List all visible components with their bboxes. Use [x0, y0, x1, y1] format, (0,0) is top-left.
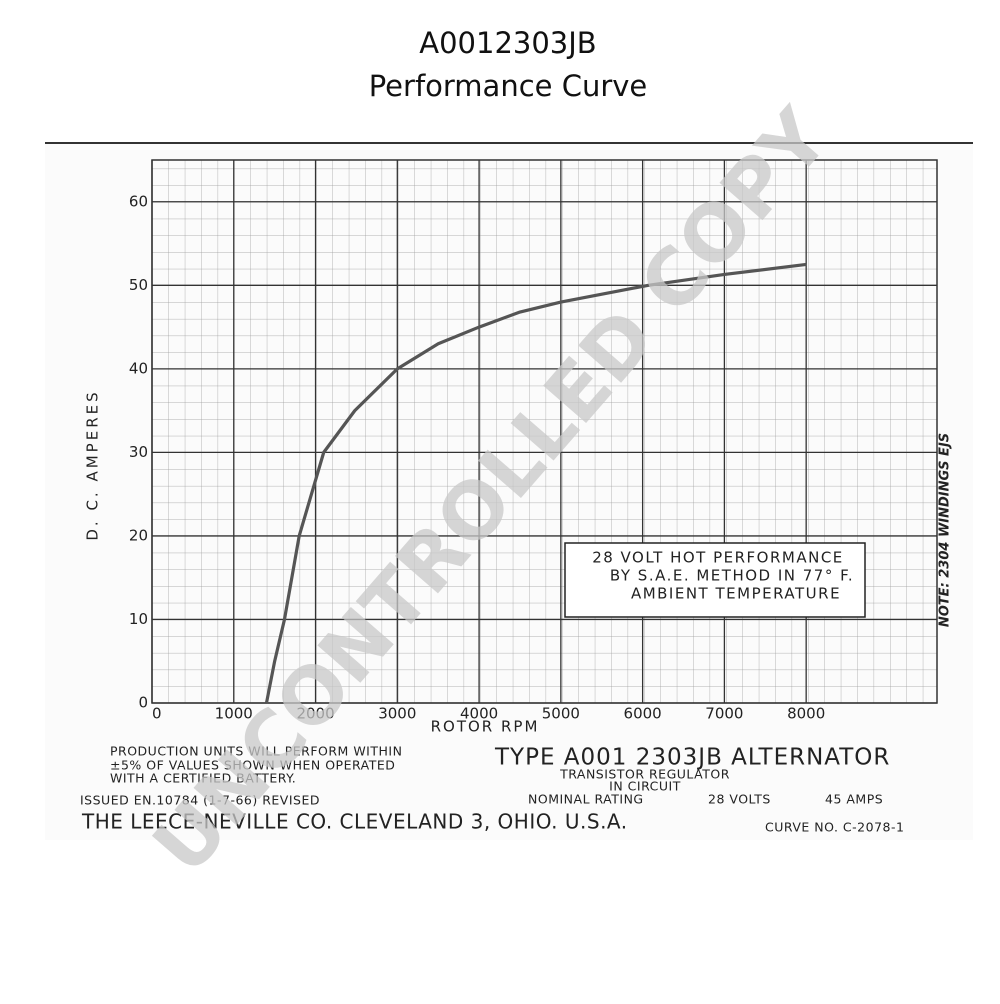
- footer-text: ±5% OF VALUES SHOWN WHEN OPERATED: [110, 758, 395, 773]
- annotation: AMBIENT TEMPERATURE: [631, 585, 841, 603]
- annotation: BY S.A.E. METHOD IN 77° F.: [610, 567, 854, 585]
- footer-text: 45 AMPS: [825, 792, 883, 807]
- y-tick-label: 10: [129, 610, 148, 628]
- x-tick-label: 2000: [296, 705, 334, 723]
- x-tick-label: 4000: [460, 705, 498, 723]
- x-tick-label: 7000: [705, 705, 743, 723]
- y-tick-label: 30: [129, 443, 148, 461]
- curve: [264, 262, 807, 704]
- footer-text: 28 VOLTS: [708, 792, 771, 807]
- subtitle: Performance Curve: [369, 69, 648, 103]
- annotation-box: [564, 542, 866, 618]
- type-line: TYPE A001 2303JB ALTERNATOR: [494, 745, 890, 771]
- footer-text: ISSUED EN.10784 (1-7-66) REVISED: [80, 793, 320, 808]
- footer-text: IN CIRCUIT: [609, 779, 681, 794]
- company: THE LEECE-NEVILLE CO. CLEVELAND 3, OHIO.…: [81, 810, 628, 834]
- y-tick-label: 0: [138, 694, 148, 712]
- annotation: 28 VOLT HOT PERFORMANCE: [592, 549, 844, 567]
- y-tick-label: 40: [129, 359, 148, 377]
- note: NOTE: 2304 WINDINGS EJS: [938, 433, 953, 627]
- y-label: D. C. AMPERES: [84, 389, 102, 540]
- title: A0012303JB: [419, 26, 596, 60]
- x-tick-label: 5000: [542, 705, 580, 723]
- y-tick-label: 50: [129, 276, 148, 294]
- footer-text: TRANSISTOR REGULATOR: [559, 767, 730, 782]
- x-tick-label: 6000: [624, 705, 662, 723]
- y-tick-label: 20: [129, 526, 148, 544]
- footer-text: NOMINAL RATING: [528, 792, 644, 807]
- x-tick-label: 1000: [215, 705, 253, 723]
- footer-text: WITH A CERTIFIED BATTERY.: [110, 771, 296, 786]
- footer-text: PRODUCTION UNITS WILL PERFORM WITHIN: [110, 744, 402, 759]
- x-label: ROTOR RPM: [431, 718, 540, 736]
- x-tick-label: 3000: [378, 705, 416, 723]
- x-tick-label: 8000: [787, 705, 825, 723]
- y-tick-label: 60: [129, 192, 148, 210]
- curve-no: CURVE NO. C-2078-1: [765, 820, 904, 835]
- plot: 0 1000 2000 3000 4000 5000 6000 7000 8000 0 10 20 30…: [129, 160, 937, 723]
- x-tick-label: 0: [152, 705, 162, 723]
